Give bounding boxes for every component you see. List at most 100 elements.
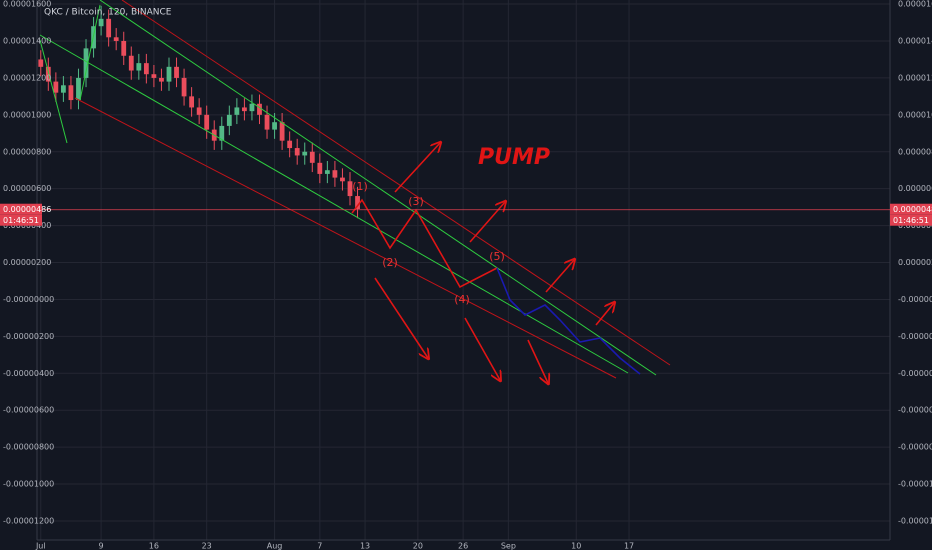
trend-line: [39, 34, 629, 374]
candle-body: [294, 148, 300, 156]
candle-body: [128, 55, 134, 71]
candle-body: [83, 48, 89, 78]
x-tick-label: Sep: [501, 542, 516, 550]
candle-body: [189, 96, 195, 108]
candle-body: [264, 114, 270, 130]
x-tick-label: 16: [149, 542, 159, 550]
y-tick-label: -0.00000200: [898, 332, 932, 341]
arrow: [374, 277, 428, 358]
y-tick-label: 0.00001400: [898, 36, 932, 45]
candle-body: [174, 66, 179, 78]
candle-body: [151, 74, 157, 78]
x-tick-label: 20: [413, 542, 423, 550]
candle-body: [159, 77, 164, 82]
y-tick-label: -0.00000000: [3, 295, 54, 304]
candle-body: [249, 103, 255, 112]
y-tick-label: -0.00000800: [3, 443, 54, 452]
grid: [37, 0, 890, 540]
wave-path: [351, 198, 498, 289]
arrow: [469, 202, 505, 243]
candles: [38, 5, 360, 219]
y-tick-label: -0.00000400: [3, 369, 54, 378]
candle-body: [68, 85, 74, 101]
y-tick-label: -0.00000000: [898, 295, 932, 304]
trend-line: [79, 4, 101, 101]
y-tick-label: 0.00001400: [3, 36, 51, 45]
projection-path: [496, 267, 641, 375]
y-tick-label: 0.00000600: [3, 184, 51, 193]
candle-body: [242, 107, 247, 112]
candle-body: [279, 122, 285, 141]
last-price-box: [0, 203, 42, 215]
x-tick-label: 23: [202, 542, 212, 550]
wave-label: (4): [454, 293, 470, 306]
countdown-label: 01:46:51: [3, 216, 39, 225]
wave-label: (3): [408, 195, 424, 208]
countdown-box: [0, 214, 42, 226]
last-price-label: 0.00000486: [893, 205, 932, 214]
arrow: [464, 317, 500, 380]
x-tick-label: 13: [360, 542, 370, 550]
y-tick-label: 0.00001000: [898, 110, 932, 119]
candle-body: [98, 18, 104, 27]
candle-body: [340, 177, 345, 182]
countdown-label: 01:46:51: [893, 216, 929, 225]
candle-body: [121, 40, 127, 56]
x-tick-label: 26: [458, 542, 468, 550]
x-tick-label: Aug: [267, 542, 283, 550]
y-tick-label: 0.00001600: [3, 0, 51, 9]
y-tick-label: 0.00001200: [898, 73, 932, 82]
candle-body: [181, 77, 187, 97]
x-tick-label: Jul: [35, 542, 46, 550]
candle-body: [324, 170, 330, 174]
last-price-label: 0.00000486: [3, 205, 51, 214]
candle-body: [136, 63, 142, 71]
arrow: [545, 260, 574, 293]
y-tick-label: 0.00000800: [898, 147, 932, 156]
y-tick-label: -0.00001200: [3, 516, 54, 525]
wave-label: (5): [489, 250, 505, 263]
candle-body: [257, 103, 262, 115]
y-tick-label: 0.00001200: [3, 73, 51, 82]
candle-body: [204, 114, 210, 130]
y-tick-label: -0.00000600: [3, 406, 54, 415]
candle-body: [76, 77, 81, 101]
channel-line: [121, 0, 671, 366]
drawings: PUMP (1) (2) (3) (4) (5): [39, 0, 671, 383]
y-tick-label: 0.00001000: [3, 110, 51, 119]
candle-body: [309, 151, 315, 163]
candle-body: [53, 81, 59, 93]
y-tick-label: -0.00000400: [898, 369, 932, 378]
candle-body: [166, 66, 172, 82]
x-tick-label: 17: [624, 542, 634, 550]
candle-body: [332, 170, 338, 178]
candle-body: [302, 151, 308, 156]
trend-line: [39, 39, 68, 144]
candle-body: [45, 66, 51, 82]
arrow: [394, 143, 440, 193]
wave-label: (1): [352, 180, 368, 193]
wave-label: (2): [382, 256, 398, 269]
last-price-box: [890, 203, 932, 215]
pump-label: PUMP: [478, 145, 550, 170]
candle-body: [219, 125, 225, 141]
arrow: [527, 339, 548, 383]
trend-line: [99, 0, 657, 376]
y-tick-label: 0.00001600: [898, 0, 932, 9]
countdown-box: [890, 214, 932, 226]
candle-body: [60, 85, 66, 93]
y-tick-label: 0.00000200: [898, 258, 932, 267]
y-tick-label: 0.00000600: [898, 184, 932, 193]
y-tick-label: -0.00001000: [898, 480, 932, 489]
y-tick-label: -0.00000800: [898, 443, 932, 452]
candle-body: [272, 122, 277, 130]
y-tick-label: -0.00001200: [898, 516, 932, 525]
x-tick-label: 9: [99, 542, 104, 550]
y-tick-label: -0.00000600: [898, 406, 932, 415]
arrow: [595, 303, 614, 326]
candle-body: [38, 59, 44, 67]
candle-body: [143, 63, 149, 75]
